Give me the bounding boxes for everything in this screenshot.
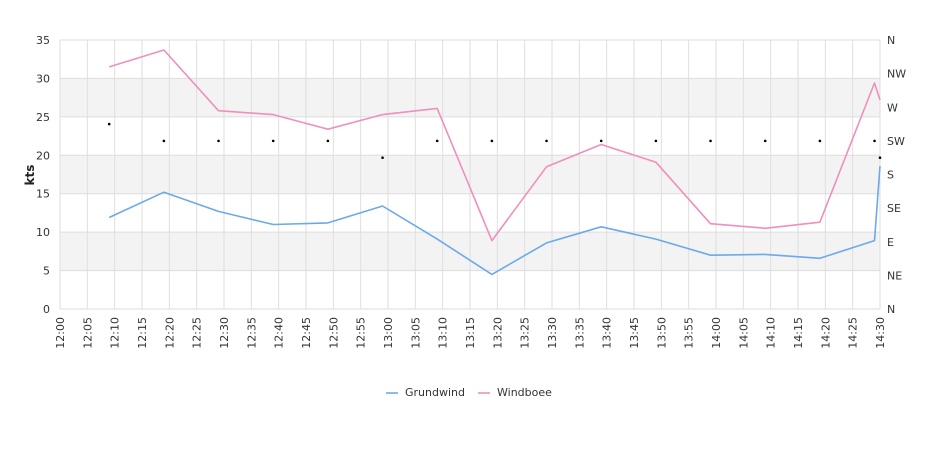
direction-point: [435, 139, 439, 143]
direction-point: [654, 139, 658, 143]
y-axis-label: kts: [23, 165, 37, 186]
right-tick-label: SW: [887, 135, 905, 148]
direction-point: [107, 122, 111, 126]
legend-label-windboee: Windboee: [497, 386, 552, 399]
grid-lines: [59, 39, 881, 310]
legend[interactable]: Grundwind Windboee: [386, 386, 552, 399]
y-tick-label: 20: [36, 149, 50, 162]
right-tick-label: N: [887, 34, 895, 47]
x-tick-label: 14:15: [792, 317, 805, 349]
direction-point: [545, 139, 548, 143]
direction-points: [107, 122, 882, 159]
direction-point: [381, 156, 384, 159]
x-tick-label: 13:50: [655, 317, 668, 349]
x-tick-label: 12:05: [81, 317, 94, 349]
y-tick-label: 10: [36, 226, 50, 239]
right-tick-label: NW: [887, 68, 906, 81]
right-tick-label: S: [887, 169, 894, 182]
y-tick-label: 5: [43, 265, 50, 278]
x-tick-label: 13:35: [573, 317, 586, 349]
x-tick-label: 14:30: [874, 317, 887, 349]
x-tick-label: 13:25: [519, 317, 532, 349]
x-tick-label: 14:25: [847, 317, 860, 349]
x-tick-label: 12:35: [245, 317, 258, 349]
right-axis-ticks: N NE E SE S SW W NW N: [887, 34, 906, 316]
direction-point: [599, 139, 603, 143]
x-tick-label: 13:55: [683, 317, 696, 349]
x-tick-label: 12:45: [300, 317, 313, 349]
direction-point: [873, 139, 876, 143]
x-tick-label: 12:15: [136, 317, 149, 349]
x-tick-label: 12:00: [54, 317, 67, 349]
x-tick-label: 12:50: [327, 317, 340, 349]
right-tick-label: W: [887, 101, 898, 114]
direction-point: [162, 139, 166, 143]
y-tick-label: 0: [43, 303, 50, 316]
direction-point: [217, 139, 220, 143]
y-tick-label: 30: [36, 72, 50, 85]
x-tick-label: 12:25: [191, 317, 204, 349]
y-tick-label: 35: [36, 34, 50, 47]
series-lines: [108, 49, 881, 276]
right-tick-label: E: [887, 236, 894, 249]
right-tick-label: SE: [887, 202, 901, 215]
x-tick-label: 13:30: [546, 317, 559, 349]
x-tick-label: 12:40: [273, 317, 286, 349]
direction-point: [326, 139, 330, 143]
series-line-grundwind: [108, 165, 881, 276]
x-tick-label: 13:40: [601, 317, 614, 349]
right-tick-label: N: [887, 303, 895, 316]
direction-point: [878, 156, 882, 159]
y-tick-label: 25: [36, 111, 50, 124]
x-tick-label: 13:15: [464, 317, 477, 349]
x-tick-label: 14:00: [710, 317, 723, 349]
x-tick-label: 13:20: [491, 317, 504, 349]
direction-point: [818, 139, 822, 143]
x-tick-label: 13:05: [409, 317, 422, 349]
x-tick-label: 12:30: [218, 317, 231, 349]
right-tick-label: NE: [887, 269, 902, 282]
y-tick-label: 15: [36, 188, 50, 201]
x-tick-label: 13:45: [628, 317, 641, 349]
direction-point: [763, 139, 767, 143]
x-tick-label: 14:20: [819, 317, 832, 349]
direction-point: [490, 139, 494, 143]
y-axis-ticks: 0 5 10 15 20 25 30 35: [36, 34, 50, 316]
x-axis-ticks: 12:00 12:05 12:10 12:15 12:20 12:25 12:30 12:35…: [54, 317, 887, 349]
direction-point: [271, 139, 275, 143]
x-tick-label: 12:10: [109, 317, 122, 349]
direction-point: [709, 139, 712, 143]
x-tick-label: 14:10: [765, 317, 778, 349]
x-tick-label: 12:20: [163, 317, 176, 349]
legend-label-grundwind: Grundwind: [405, 386, 465, 399]
x-tick-label: 14:05: [737, 317, 750, 349]
x-tick-label: 13:00: [382, 317, 395, 349]
x-tick-label: 12:55: [355, 317, 368, 349]
x-tick-label: 13:10: [437, 317, 450, 349]
series-line-windboee: [108, 49, 881, 242]
